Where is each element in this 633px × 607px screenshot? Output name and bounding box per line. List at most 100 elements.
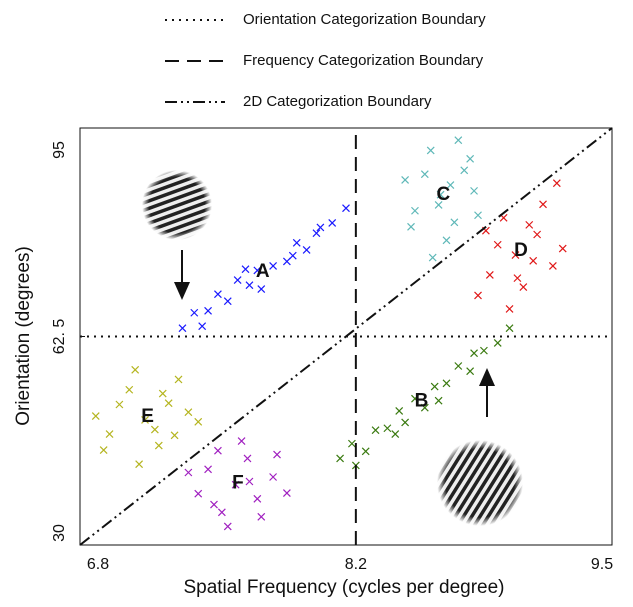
point <box>460 166 469 175</box>
point <box>401 418 410 427</box>
point <box>505 304 514 313</box>
point <box>170 431 179 440</box>
x-axis-label: Spatial Frequency (cycles per degree) <box>183 577 504 598</box>
x-tick-label: 8.2 <box>345 556 367 573</box>
point <box>511 251 520 259</box>
point <box>411 394 419 403</box>
point <box>480 346 488 355</box>
point <box>533 230 542 239</box>
point <box>430 382 439 391</box>
point <box>466 154 475 163</box>
point <box>184 408 193 417</box>
point <box>371 426 380 435</box>
point <box>328 219 337 227</box>
y-axis-label: Orientation (degrees) <box>13 246 34 426</box>
x-tick-label: 6.8 <box>87 556 109 573</box>
point <box>513 274 522 283</box>
point <box>548 262 557 270</box>
point <box>237 437 246 445</box>
point <box>442 379 451 388</box>
point <box>150 425 159 434</box>
point <box>493 338 502 347</box>
point <box>269 473 278 481</box>
point <box>434 396 443 405</box>
point <box>154 441 163 450</box>
point <box>282 489 291 497</box>
point <box>194 417 203 426</box>
point <box>420 403 429 412</box>
point <box>245 281 254 290</box>
point <box>158 389 167 398</box>
boundary-line <box>79 127 613 546</box>
point <box>190 308 199 317</box>
cluster-label: D <box>514 240 528 261</box>
point <box>454 136 463 145</box>
point <box>336 454 345 463</box>
point <box>539 200 547 209</box>
point <box>178 324 187 333</box>
cluster-label: B <box>415 391 429 412</box>
point <box>288 251 297 260</box>
point <box>342 204 350 213</box>
point <box>347 439 356 448</box>
point <box>91 412 100 420</box>
point <box>257 285 266 293</box>
point <box>204 465 212 474</box>
cluster-label: F <box>232 472 244 493</box>
point <box>204 306 212 315</box>
point <box>217 508 226 517</box>
point <box>210 500 218 509</box>
point <box>245 477 254 486</box>
point <box>383 424 392 433</box>
point <box>420 170 429 179</box>
point <box>316 223 325 232</box>
point <box>312 229 321 238</box>
point <box>164 399 173 408</box>
point <box>474 291 482 300</box>
point <box>131 365 140 374</box>
point <box>470 349 478 358</box>
legend-label: Frequency Categorization Boundary <box>243 52 484 69</box>
point <box>558 244 567 253</box>
point <box>361 447 370 456</box>
y-tick-label: 30 <box>51 524 68 542</box>
point <box>184 468 193 477</box>
y-tick-label: 62. 5 <box>51 319 68 355</box>
point <box>525 220 534 229</box>
point <box>233 276 242 284</box>
legend-label: Orientation Categorization Boundary <box>243 11 486 28</box>
point <box>407 222 415 231</box>
grating-icon <box>437 440 523 526</box>
y-tick-label: 95 <box>51 141 68 159</box>
cluster-label: E <box>141 406 154 427</box>
point <box>253 266 262 275</box>
cluster-label: A <box>256 261 270 282</box>
point <box>302 245 311 254</box>
point <box>401 176 410 184</box>
point <box>223 297 232 306</box>
x-tick-label: 9.5 <box>591 556 613 573</box>
point <box>253 494 262 503</box>
point <box>105 430 114 438</box>
point <box>529 256 538 265</box>
point <box>257 512 266 521</box>
legend-label: 2D Categorization Boundary <box>243 93 432 110</box>
point <box>454 362 463 370</box>
point <box>474 211 482 220</box>
point <box>519 283 528 292</box>
point <box>282 257 291 266</box>
grating-icon <box>142 170 212 240</box>
point <box>194 489 203 498</box>
point <box>141 415 149 424</box>
point <box>485 270 494 279</box>
point <box>442 236 451 245</box>
point <box>125 385 134 394</box>
point <box>99 446 108 454</box>
point <box>391 430 400 438</box>
point <box>214 446 222 455</box>
point <box>411 206 419 215</box>
point <box>223 522 232 531</box>
point <box>198 322 207 331</box>
point <box>426 146 435 155</box>
